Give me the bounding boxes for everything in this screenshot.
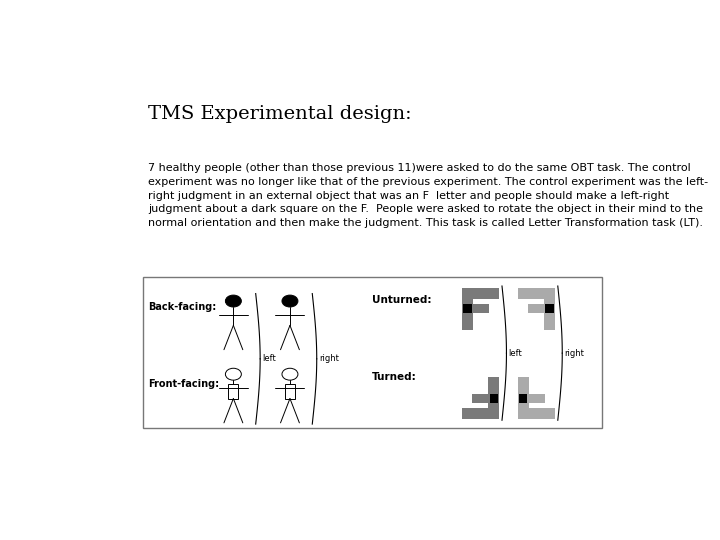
Circle shape [282, 368, 298, 380]
Bar [518, 408, 555, 419]
Bar [544, 288, 555, 330]
Bar [462, 304, 489, 313]
Text: Back-facing:: Back-facing: [148, 302, 217, 312]
Bar [472, 394, 499, 403]
Bar [518, 394, 544, 403]
Bar [545, 304, 554, 313]
Text: left: left [509, 349, 523, 357]
Bar [519, 394, 528, 403]
Circle shape [225, 368, 241, 380]
Text: Front-facing:: Front-facing: [148, 379, 220, 389]
Bar [518, 377, 529, 419]
Text: right: right [319, 354, 339, 363]
Text: right: right [564, 349, 585, 357]
Bar [285, 384, 295, 399]
Bar [518, 288, 555, 299]
Text: Unturned:: Unturned: [372, 295, 431, 305]
Text: 7 healthy people (other than those previous 11)were asked to do the same OBT tas: 7 healthy people (other than those previ… [148, 164, 708, 228]
Text: TMS Experimental design:: TMS Experimental design: [148, 105, 412, 123]
Bar [528, 304, 555, 313]
Bar [462, 408, 499, 419]
Bar [490, 394, 498, 403]
Circle shape [282, 295, 298, 307]
Bar [228, 384, 238, 399]
Text: Turned:: Turned: [372, 372, 417, 382]
Bar [462, 288, 473, 330]
Text: left: left [262, 354, 276, 363]
Circle shape [225, 295, 241, 307]
Bar [462, 288, 499, 299]
Bar [464, 304, 472, 313]
Bar [488, 377, 499, 419]
